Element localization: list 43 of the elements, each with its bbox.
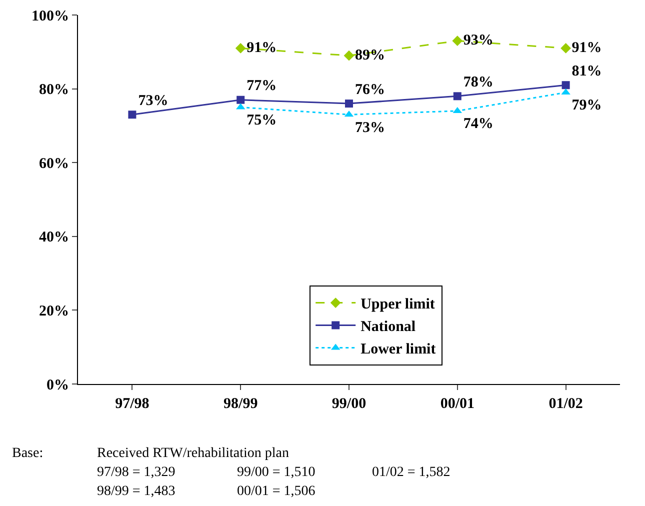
text: 98/99 = 1,483 [97,484,176,499]
legend-label: Upper limit [360,296,435,313]
point [453,92,462,100]
point [345,100,353,108]
point [562,81,570,90]
x-tick-label: 99/00 [332,396,366,412]
data-label: 91% [246,40,277,56]
text: Received RTW/rehabilitation plan [97,446,289,461]
data-label: 77% [246,78,277,94]
text: 00/01 = 1,506 [237,484,316,499]
data-label: 76% [355,82,385,98]
data-label: 75% [246,112,277,128]
point [236,96,245,104]
point [128,110,136,119]
legend-label: Lower limit [360,342,436,358]
data-label: 74% [463,116,494,132]
y-tick-label: 40% [39,230,69,246]
text: 97/98 = 1,329 [97,465,176,480]
text: 99/00 = 1,510 [237,465,316,480]
legend-label: National [360,319,416,336]
x-tick-label: 97/98 [115,396,150,412]
data-label: 79% [572,98,602,114]
point [344,50,354,61]
y-tick-label: 20% [39,303,69,320]
y-tick-label: 0% [46,377,69,394]
x-tick-label: 00/01 [440,396,474,412]
data-label: 73% [138,92,168,109]
point [452,36,463,46]
x-tick-label: 98/99 [224,396,258,412]
data-label: 78% [463,74,494,90]
data-label: 81% [572,63,602,80]
y-tick-label: 80% [39,82,69,98]
data-label: 89% [355,47,385,64]
y-tick-label: 60% [39,156,69,172]
text: Base: [12,446,44,461]
x-tick-label: 01/02 [548,396,583,412]
data-label: 93% [463,32,494,49]
data-label: 91% [572,40,602,56]
data-label: 73% [355,120,385,136]
text: 01/02 = 1,582 [372,465,450,480]
point [560,43,571,54]
y-tick-label: 100% [32,8,69,24]
point [235,43,246,54]
